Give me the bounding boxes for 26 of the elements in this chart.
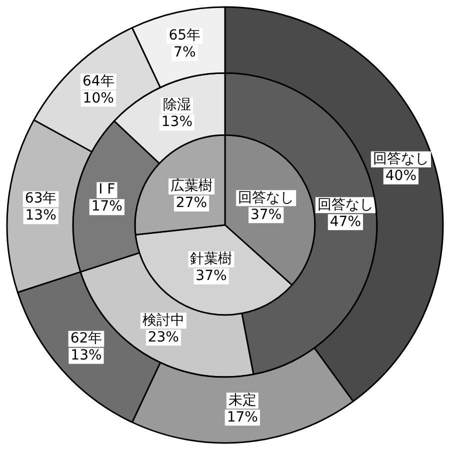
slice-label: 検討中 bbox=[142, 312, 184, 328]
data-label: 47% bbox=[330, 214, 362, 230]
slice-label: 64年 bbox=[82, 73, 114, 90]
data-label: 27% bbox=[176, 195, 208, 212]
slice-label: 未定 bbox=[228, 392, 256, 408]
data-label: 13% bbox=[25, 208, 56, 224]
data-label: 17% bbox=[226, 409, 258, 426]
slice-label: 針葉樹 bbox=[190, 250, 232, 267]
data-label: 23% bbox=[148, 329, 179, 346]
slice-label: 62年 bbox=[70, 330, 102, 346]
slice-label: 広葉樹 bbox=[170, 178, 212, 194]
data-label: 7% bbox=[174, 44, 196, 61]
data-label: 13% bbox=[161, 114, 193, 130]
slice-label: 除湿 bbox=[162, 97, 191, 114]
data-label: 10% bbox=[82, 90, 114, 106]
data-label: 40% bbox=[385, 168, 417, 184]
slice-label: 63年 bbox=[24, 190, 57, 207]
slice-label: I F bbox=[98, 182, 116, 198]
data-label: 37% bbox=[250, 206, 282, 223]
slice-label: 回答なし bbox=[317, 196, 374, 213]
slice-label: 回答なし bbox=[238, 190, 294, 206]
data-label: 13% bbox=[70, 347, 102, 364]
slice-label: 65年 bbox=[168, 28, 201, 44]
data-label: 37% bbox=[196, 268, 227, 284]
slice-label: 回答なし bbox=[372, 150, 429, 167]
data-label: 17% bbox=[91, 198, 122, 215]
